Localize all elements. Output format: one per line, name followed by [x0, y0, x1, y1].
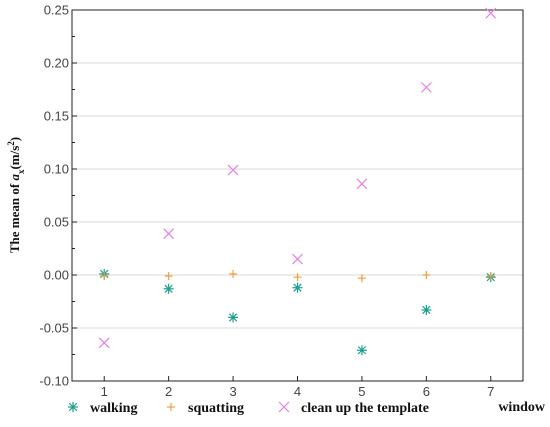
- data-point: [356, 178, 368, 190]
- data-point: [163, 228, 175, 240]
- y-tick-label: 0.05: [44, 215, 69, 230]
- data-point: [278, 401, 290, 413]
- legend-label: clean up the template: [301, 401, 429, 416]
- x-tick-label: 7: [487, 384, 494, 399]
- x-tick-label: 4: [294, 384, 301, 399]
- y-tick-label: 0.15: [44, 109, 69, 124]
- data-point: [68, 402, 78, 412]
- legend-item: clean up the template: [278, 401, 429, 416]
- x-axis: 1 2 3 4 5 6 7: [101, 376, 494, 399]
- data-point: [98, 337, 110, 349]
- data-point: [420, 81, 432, 93]
- data-point: [163, 283, 174, 294]
- x-tick-label: 6: [423, 384, 430, 399]
- x-tick-label: 5: [358, 384, 365, 399]
- data-point: [293, 273, 302, 282]
- x-tick-label: 3: [229, 384, 236, 399]
- data-point: [485, 7, 497, 19]
- data-point: [292, 253, 303, 265]
- x-tick-label: 2: [165, 384, 172, 399]
- data-point: [100, 272, 109, 281]
- data-point: [422, 271, 431, 279]
- data-point: [421, 304, 432, 315]
- data-point: [167, 403, 175, 411]
- data-point: [227, 164, 239, 176]
- legend-label: squatting: [188, 401, 244, 416]
- legend: walking squatting clean up the template: [68, 401, 429, 416]
- y-axis: -0.10 -0.05 0.00 0.05 0.10 0.15 0.20 0.25: [39, 3, 77, 389]
- plot-area-frame: [71, 9, 524, 382]
- legend-label: walking: [90, 401, 137, 416]
- y-tick-label: -0.05: [39, 321, 69, 336]
- data-point: [164, 272, 173, 281]
- data-point: [292, 282, 303, 293]
- y-axis-label: The mean of ax(m/s2): [6, 137, 26, 253]
- data-point: [228, 312, 239, 323]
- series-clean-up-the-template: [98, 7, 497, 349]
- data-point: [357, 274, 366, 283]
- x-axis-label: window: [498, 400, 546, 415]
- series-squatting: [100, 269, 495, 283]
- y-tick-label: 0.25: [44, 3, 69, 18]
- y-tick-label: 0.20: [44, 56, 69, 71]
- data-point: [486, 272, 495, 281]
- gridlines: [72, 9, 523, 382]
- data-point: [356, 345, 367, 356]
- data-point: [229, 269, 238, 278]
- y-tick-label: -0.10: [39, 374, 69, 389]
- x-tick-label: 1: [101, 384, 108, 399]
- legend-item: walking: [68, 401, 137, 416]
- y-tick-label: 0.00: [44, 268, 69, 283]
- series-walking: [99, 268, 496, 356]
- data-points: [98, 7, 497, 356]
- y-tick-label: 0.10: [44, 162, 69, 177]
- legend-item: squatting: [167, 401, 244, 416]
